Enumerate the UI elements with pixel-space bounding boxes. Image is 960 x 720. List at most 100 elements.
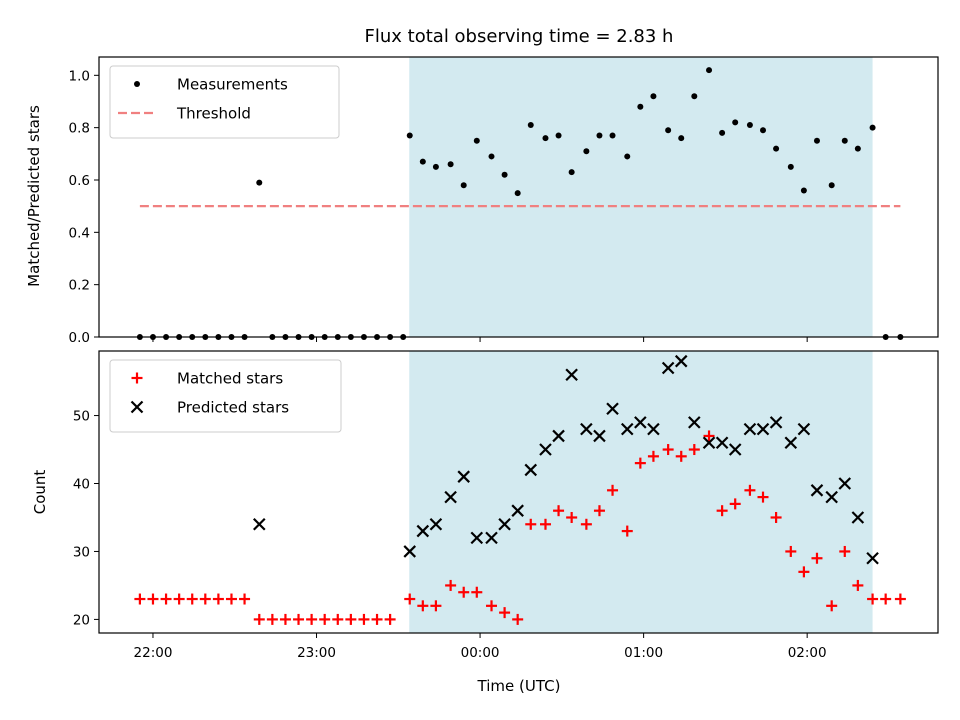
top-y-tick-label: 0.4 xyxy=(69,225,90,241)
matched-point xyxy=(445,579,457,591)
predicted-point xyxy=(825,490,838,504)
predicted-point xyxy=(702,436,716,450)
measurement-point xyxy=(473,137,480,144)
matched-point xyxy=(607,484,619,496)
predicted-point xyxy=(797,422,811,436)
predicted-point xyxy=(593,429,606,443)
predicted-point xyxy=(688,416,701,429)
legend-plus-marker xyxy=(131,372,143,384)
measurement-point xyxy=(488,153,495,160)
measurement-point xyxy=(869,124,876,131)
legend-x-marker xyxy=(130,400,144,414)
matched-point xyxy=(757,491,769,503)
matched-point xyxy=(621,525,633,537)
measurement-point xyxy=(800,187,807,194)
matched-point xyxy=(553,505,565,517)
matched-point xyxy=(499,607,511,619)
measurement-point xyxy=(706,67,713,74)
predicted-point xyxy=(552,429,565,443)
matched-point xyxy=(471,586,483,598)
matched-point xyxy=(634,457,646,469)
predicted-point xyxy=(756,422,770,436)
bottom-legend: Matched stars Predicted stars xyxy=(109,359,342,433)
predicted-point xyxy=(565,368,578,382)
matched-point xyxy=(173,593,185,605)
measurement-point xyxy=(773,145,780,152)
matched-point xyxy=(384,613,396,625)
matched-point xyxy=(345,613,357,625)
matched-point xyxy=(593,505,605,517)
measurement-point xyxy=(624,153,631,160)
x-tick-label: 22:00 xyxy=(134,645,173,661)
legend-label: Predicted stars xyxy=(177,399,289,417)
measurement-point xyxy=(854,145,861,152)
matched-point xyxy=(744,484,756,496)
matched-point xyxy=(647,450,659,462)
measurement-point xyxy=(542,135,549,142)
predicted-point xyxy=(416,524,430,538)
predicted-point xyxy=(580,422,593,436)
predicted-point xyxy=(661,361,675,375)
measurement-point xyxy=(813,137,820,144)
matched-point xyxy=(134,593,146,605)
predicted-point xyxy=(429,517,443,531)
matched-point xyxy=(716,505,728,517)
matched-point xyxy=(239,593,251,605)
predicted-point xyxy=(634,416,647,429)
matched-point xyxy=(566,511,578,523)
matched-point xyxy=(826,600,838,612)
measurement-point xyxy=(637,103,644,110)
predicted-point xyxy=(470,531,484,545)
matched-point xyxy=(894,593,906,605)
matched-point xyxy=(458,586,470,598)
top-y-tick-label: 0.2 xyxy=(69,278,90,294)
predicted-point xyxy=(498,517,511,531)
measurement-point xyxy=(406,132,413,139)
predicted-point xyxy=(606,402,619,416)
matched-point xyxy=(675,450,687,462)
bottom-series-1 xyxy=(252,354,879,565)
measurement-point xyxy=(583,148,590,155)
matched-point xyxy=(662,444,674,456)
measurement-point xyxy=(828,182,835,189)
predicted-point xyxy=(784,436,798,450)
matched-point xyxy=(225,593,237,605)
matched-point xyxy=(486,600,498,612)
matched-point xyxy=(293,613,305,625)
matched-point xyxy=(199,593,211,605)
matched-point xyxy=(703,430,715,442)
predicted-point xyxy=(539,443,552,456)
predicted-point xyxy=(444,490,457,504)
bottom-y-tick-label: 40 xyxy=(73,477,90,493)
matched-point xyxy=(160,593,172,605)
matched-point xyxy=(852,579,864,591)
top-legend: Measurements Threshold xyxy=(109,65,340,139)
matched-point xyxy=(319,613,331,625)
matched-point xyxy=(880,593,892,605)
measurement-point xyxy=(841,137,848,144)
matched-point xyxy=(839,545,851,557)
measurement-point xyxy=(719,129,726,136)
matched-point xyxy=(811,552,823,564)
matched-point xyxy=(332,613,344,625)
top-y-tick-label: 0.6 xyxy=(69,173,90,189)
predicted-point xyxy=(485,531,498,545)
x-tick-label: 23:00 xyxy=(297,645,336,661)
measurement-point xyxy=(527,122,534,129)
matched-point xyxy=(404,593,416,605)
matched-point xyxy=(539,518,551,530)
predicted-point xyxy=(810,484,824,497)
predicted-point xyxy=(647,422,660,436)
predicted-point xyxy=(252,517,266,531)
measurement-point xyxy=(787,163,794,170)
matched-point xyxy=(688,444,700,456)
predicted-point xyxy=(511,504,524,517)
top-y-tick-label: 1.0 xyxy=(69,68,90,84)
matched-point xyxy=(212,593,224,605)
matched-point xyxy=(785,545,797,557)
matched-point xyxy=(798,566,810,578)
measurement-point xyxy=(568,169,575,176)
x-tick-label: 02:00 xyxy=(788,645,827,661)
predicted-point xyxy=(728,443,742,456)
